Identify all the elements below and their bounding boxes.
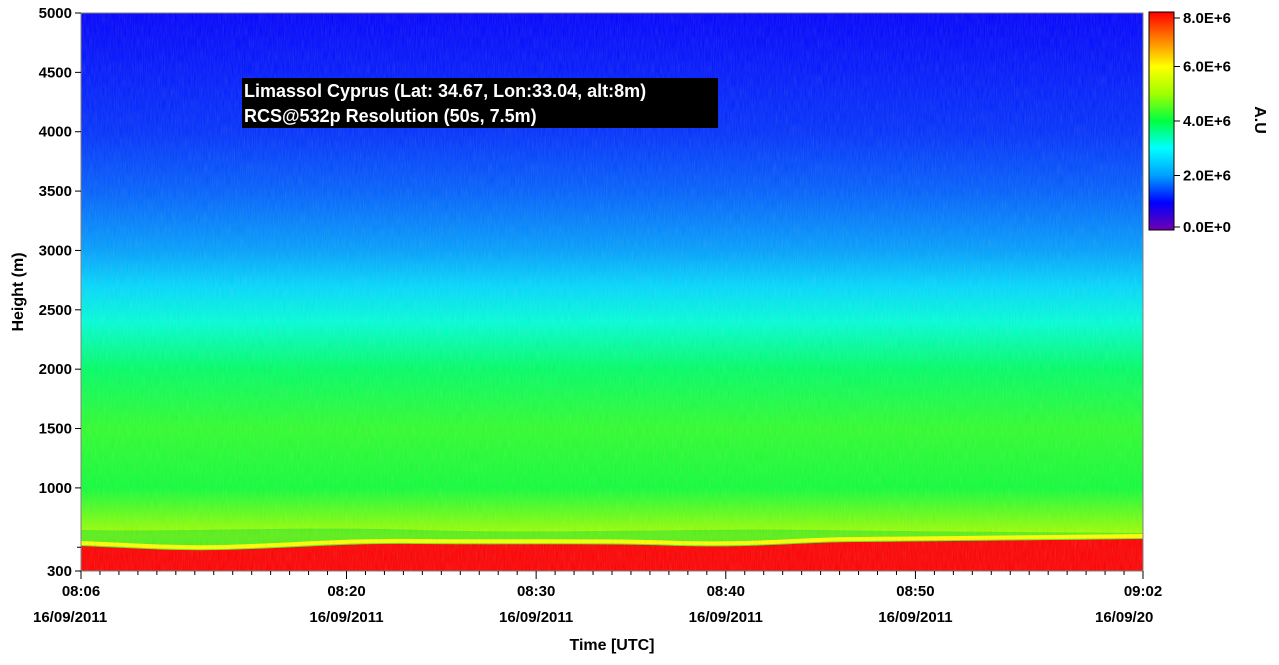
annotation-line-1: Limassol Cyprus (Lat: 34.67, Lon:33.04, … [244, 81, 646, 101]
y-tick-label: 2500 [39, 302, 72, 319]
colorbar-gradient [1148, 11, 1175, 231]
x-tick-label-time: 09:02 [1124, 583, 1162, 600]
x-tick-label-time: 08:40 [707, 583, 745, 600]
y-tick-label: 1500 [39, 421, 72, 438]
y-tick-label: 3500 [39, 183, 72, 200]
y-tick-label: 2000 [39, 361, 72, 378]
colorbar-tick-label: 0.0E+0 [1183, 219, 1231, 236]
y-axis: 300 1000 1500 2000 2500 3000 3500 4000 4500 5000 [39, 5, 81, 580]
y-tick-label: 3000 [39, 242, 72, 259]
annotation-line-2: RCS@532p Resolution (50s, 7.5m) [244, 106, 537, 126]
colorbar-title: A.U [1251, 106, 1268, 134]
colorbar: A.U 0.0E+0 2.0E+6 4.0E+6 6.0E+6 8.0E+6 [1148, 10, 1268, 236]
x-tick-label-time: 08:20 [327, 583, 365, 600]
x-tick-label-date: 16/09/20 [1095, 609, 1153, 626]
colorbar-tick-label: 6.0E+6 [1183, 59, 1231, 76]
y-tick-label: 5000 [39, 5, 72, 22]
x-tick-label-time: 08:30 [517, 583, 555, 600]
x-tick-label-date: 16/09/2011 [33, 609, 107, 626]
y-tick-label: 4000 [39, 124, 72, 141]
x-tick-label-date: 16/09/2011 [689, 609, 763, 626]
y-axis-title: Height (m) [10, 252, 27, 331]
y-tick-label: 1000 [39, 480, 72, 497]
x-axis-title: Time [UTC] [569, 637, 654, 654]
x-tick-label-time: 08:06 [62, 583, 100, 600]
x-axis: 08:06 16/09/2011 08:20 16/09/2011 08:30 16/09… [33, 571, 1162, 626]
colorbar-tick-label: 8.0E+6 [1183, 10, 1231, 27]
x-tick-label-date: 16/09/2011 [878, 609, 952, 626]
x-tick-label-date: 16/09/2011 [309, 609, 383, 626]
colorbar-tick-label: 4.0E+6 [1183, 113, 1231, 130]
x-tick-label-time: 08:50 [896, 583, 934, 600]
y-tick-label: 300 [47, 563, 72, 580]
annotation-background [242, 78, 718, 128]
y-tick-label: 4500 [39, 64, 72, 81]
x-tick-label-date: 16/09/2011 [499, 609, 573, 626]
colorbar-tick-label: 2.0E+6 [1183, 168, 1231, 185]
annotation-box: Limassol Cyprus (Lat: 34.67, Lon:33.04, … [242, 78, 718, 128]
